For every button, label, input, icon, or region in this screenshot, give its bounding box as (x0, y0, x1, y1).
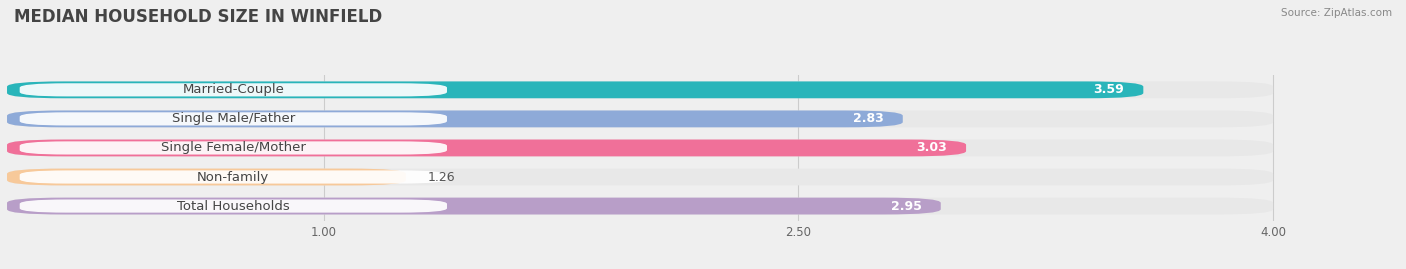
Text: Source: ZipAtlas.com: Source: ZipAtlas.com (1281, 8, 1392, 18)
Text: 1.26: 1.26 (427, 171, 456, 183)
Text: Single Male/Father: Single Male/Father (172, 112, 295, 125)
Text: Non-family: Non-family (197, 171, 270, 183)
FancyBboxPatch shape (20, 200, 447, 213)
Text: 2.83: 2.83 (853, 112, 884, 125)
FancyBboxPatch shape (7, 82, 1143, 98)
FancyBboxPatch shape (7, 198, 941, 214)
FancyBboxPatch shape (7, 198, 1272, 214)
Text: MEDIAN HOUSEHOLD SIZE IN WINFIELD: MEDIAN HOUSEHOLD SIZE IN WINFIELD (14, 8, 382, 26)
FancyBboxPatch shape (7, 111, 903, 127)
Text: Total Households: Total Households (177, 200, 290, 213)
FancyBboxPatch shape (20, 141, 447, 154)
Text: Single Female/Mother: Single Female/Mother (160, 141, 305, 154)
FancyBboxPatch shape (7, 111, 1272, 127)
FancyBboxPatch shape (7, 140, 966, 156)
FancyBboxPatch shape (20, 112, 447, 125)
FancyBboxPatch shape (7, 169, 406, 185)
FancyBboxPatch shape (7, 140, 1272, 156)
FancyBboxPatch shape (20, 171, 447, 183)
Text: 3.59: 3.59 (1094, 83, 1125, 96)
FancyBboxPatch shape (7, 82, 1272, 98)
Text: 2.95: 2.95 (891, 200, 922, 213)
Text: Married-Couple: Married-Couple (183, 83, 284, 96)
FancyBboxPatch shape (20, 83, 447, 96)
Text: 3.03: 3.03 (917, 141, 948, 154)
FancyBboxPatch shape (7, 169, 1272, 185)
